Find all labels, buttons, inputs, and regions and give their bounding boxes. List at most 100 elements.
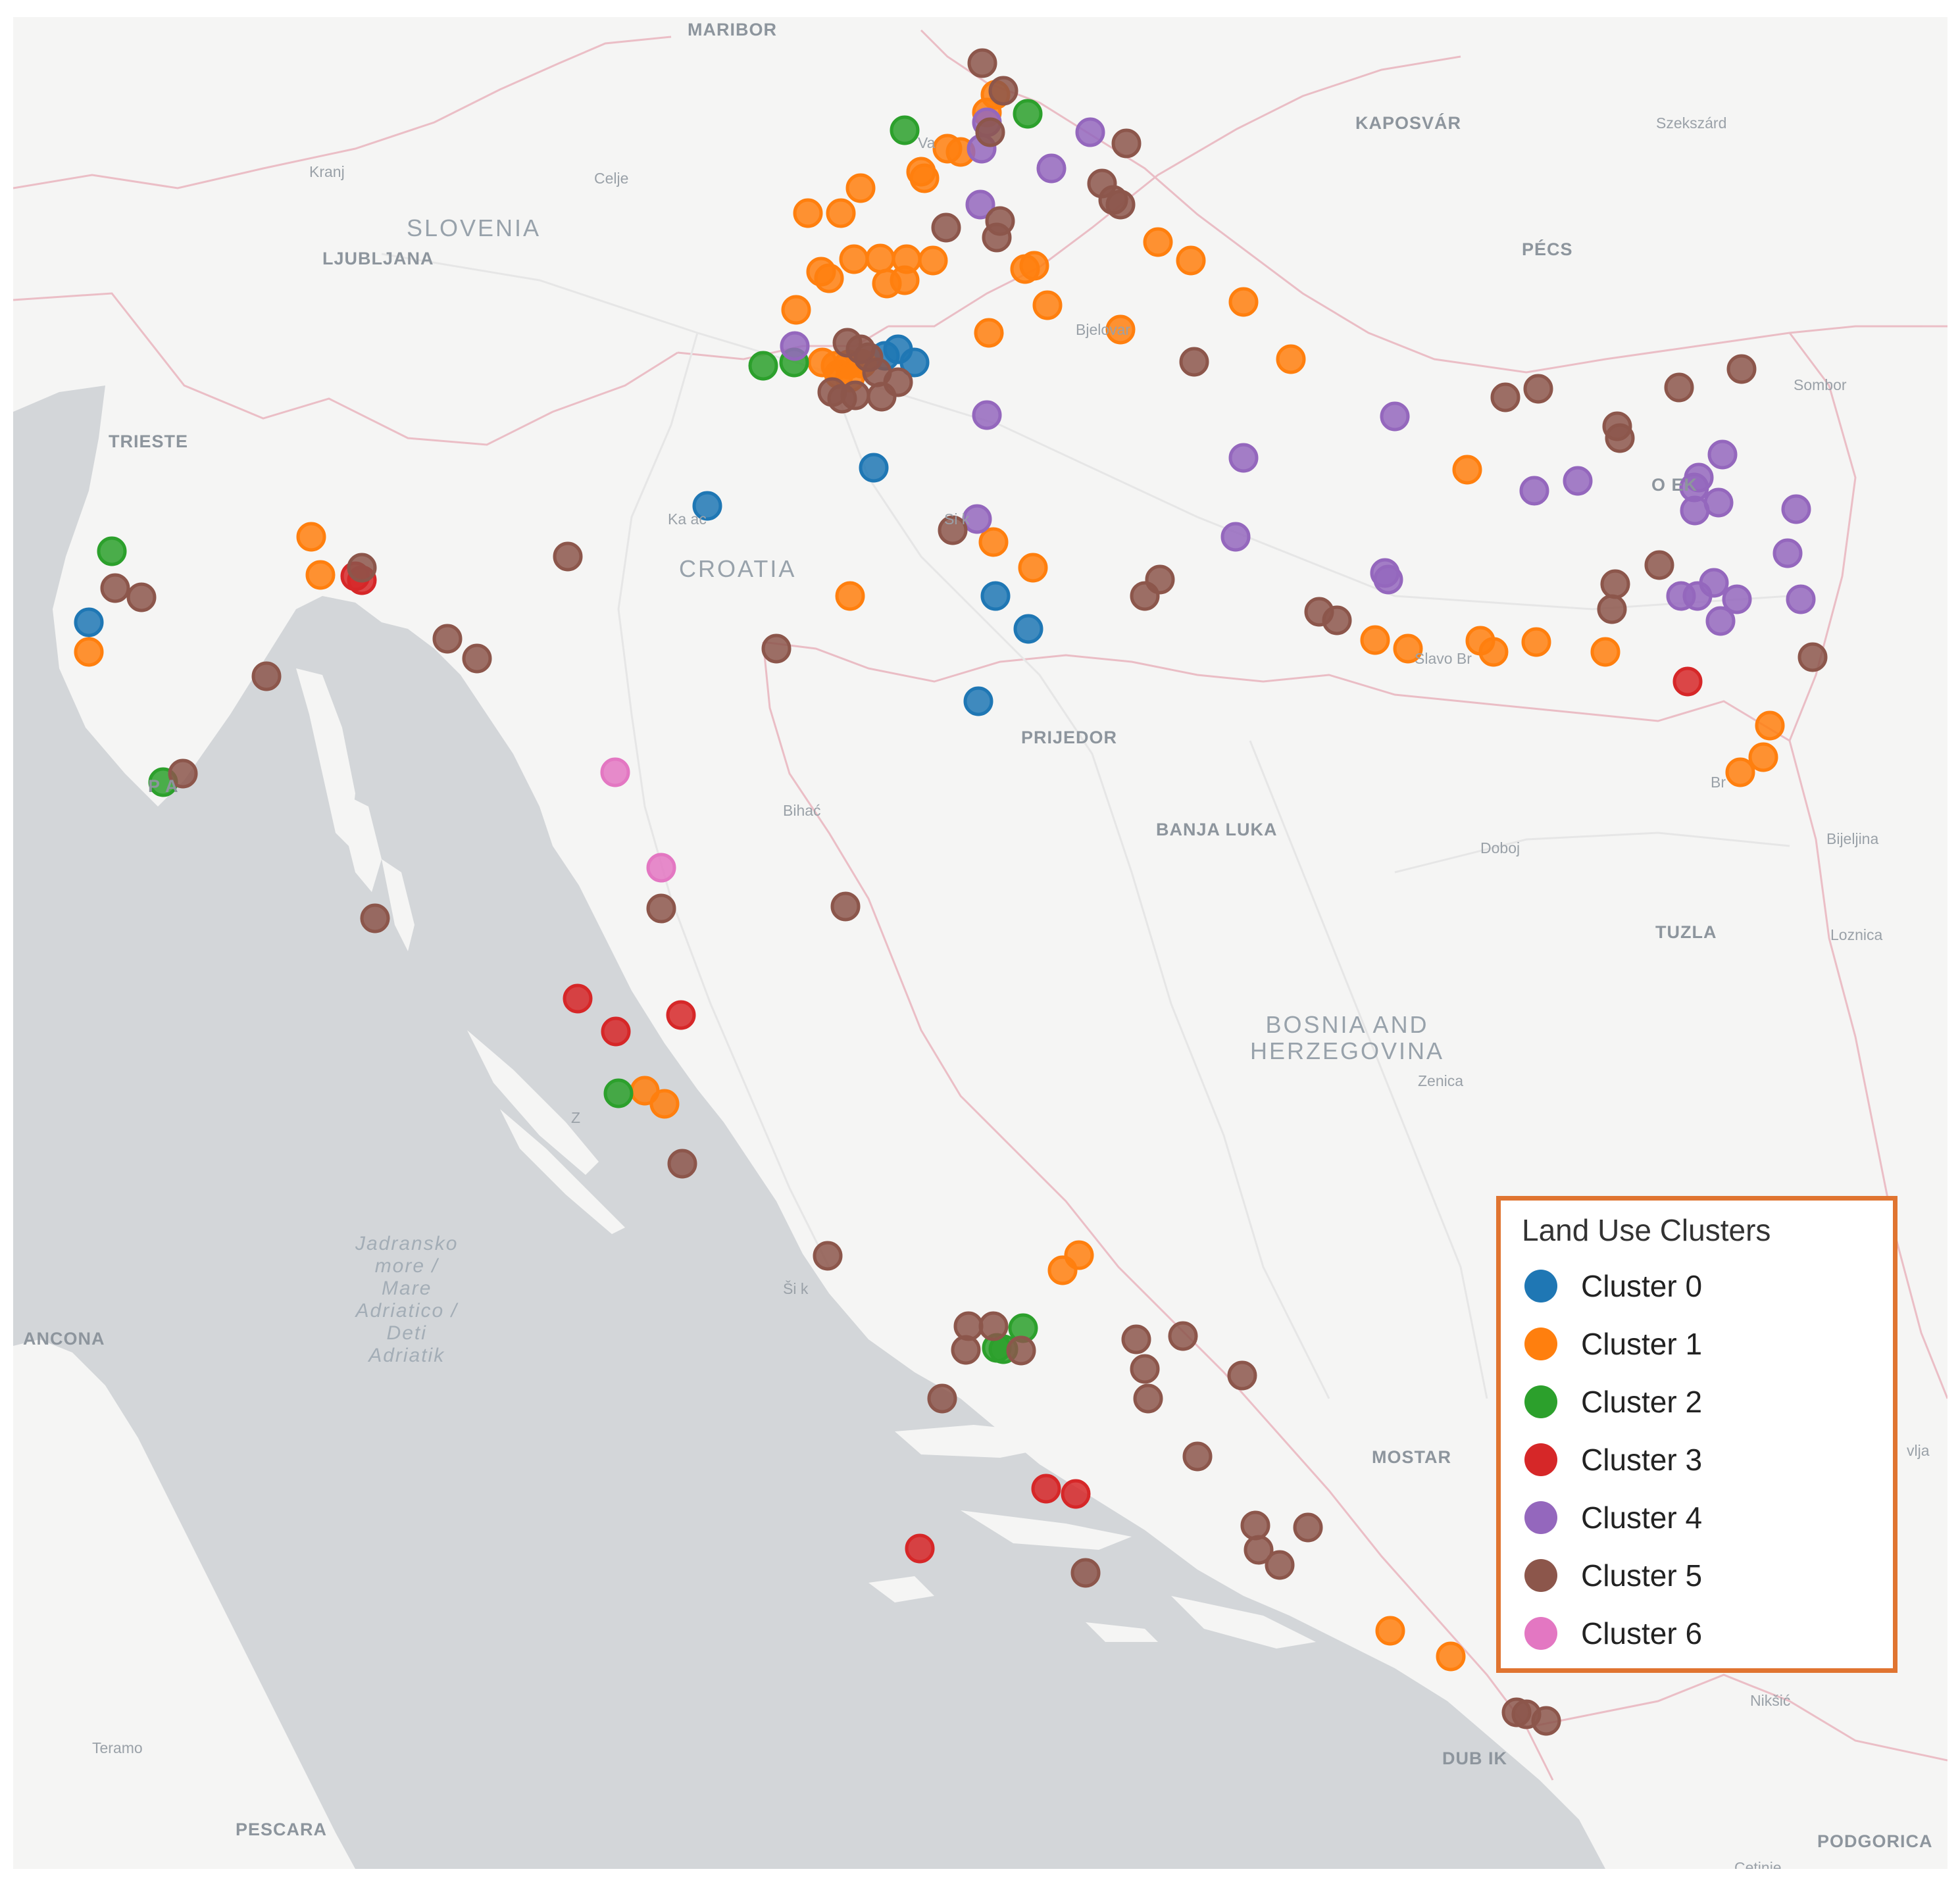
cluster-5-point[interactable]: [1130, 581, 1160, 611]
cluster-5-point[interactable]: [761, 633, 792, 664]
cluster-5-point[interactable]: [100, 573, 130, 603]
cluster-1-point[interactable]: [296, 522, 326, 552]
cluster-0-point[interactable]: [980, 581, 1011, 611]
cluster-5-point[interactable]: [978, 1311, 1009, 1341]
cluster-5-point[interactable]: [813, 1241, 843, 1271]
cluster-5-point[interactable]: [1531, 1706, 1561, 1736]
cluster-5-point[interactable]: [1179, 347, 1209, 377]
cluster-4-point[interactable]: [972, 400, 1002, 430]
cluster-5-point[interactable]: [1797, 642, 1828, 672]
cluster-4-point[interactable]: [1781, 494, 1811, 524]
cluster-4-point[interactable]: [1228, 443, 1259, 473]
cluster-1-point[interactable]: [1748, 742, 1778, 772]
cluster-1-point[interactable]: [1032, 290, 1063, 320]
cluster-1-point[interactable]: [1176, 245, 1206, 276]
cluster-5-point[interactable]: [646, 893, 676, 924]
cluster-5-point[interactable]: [967, 48, 997, 78]
cluster-1-point[interactable]: [974, 318, 1004, 348]
cluster-5-point[interactable]: [1070, 1558, 1101, 1588]
cluster-5-point[interactable]: [432, 624, 463, 654]
cluster-4-point[interactable]: [1707, 439, 1738, 470]
cluster-5-point[interactable]: [927, 1383, 957, 1414]
cluster-5-point[interactable]: [360, 903, 390, 933]
cluster-5-point[interactable]: [1006, 1335, 1036, 1366]
cluster-1-point[interactable]: [978, 527, 1009, 557]
cluster-1-point[interactable]: [1393, 633, 1423, 664]
cluster-0-point[interactable]: [859, 453, 889, 483]
cluster-5-point[interactable]: [931, 212, 961, 243]
cluster-5-point[interactable]: [462, 643, 492, 674]
cluster-5-point[interactable]: [1664, 372, 1694, 403]
cluster-5-point[interactable]: [840, 380, 870, 410]
cluster-4-point[interactable]: [1380, 401, 1410, 432]
cluster-5-point[interactable]: [1133, 1383, 1163, 1414]
cluster-4-point[interactable]: [1786, 584, 1816, 614]
cluster-3-point[interactable]: [666, 1000, 696, 1030]
cluster-5-point[interactable]: [347, 553, 377, 583]
cluster-4-point[interactable]: [1036, 153, 1067, 184]
cluster-5-point[interactable]: [1293, 1512, 1323, 1543]
cluster-4-point[interactable]: [1680, 495, 1710, 526]
cluster-3-point[interactable]: [1031, 1474, 1061, 1504]
cluster-5-point[interactable]: [1322, 605, 1352, 635]
cluster-2-point[interactable]: [1013, 99, 1043, 129]
cluster-5-point[interactable]: [1644, 550, 1674, 580]
cluster-1-point[interactable]: [890, 265, 920, 295]
cluster-5-point[interactable]: [1240, 1510, 1270, 1541]
cluster-3-point[interactable]: [563, 983, 593, 1014]
cluster-1-point[interactable]: [1436, 1641, 1466, 1672]
cluster-3-point[interactable]: [1672, 666, 1703, 697]
cluster-5-point[interactable]: [1600, 569, 1630, 599]
cluster-3-point[interactable]: [905, 1533, 935, 1564]
legend-item-cluster-4[interactable]: Cluster 4: [1518, 1489, 1876, 1547]
cluster-5-point[interactable]: [1182, 1441, 1213, 1472]
cluster-0-point[interactable]: [1013, 614, 1043, 644]
cluster-2-point[interactable]: [603, 1078, 634, 1108]
cluster-5-point[interactable]: [830, 891, 861, 922]
cluster-5-point[interactable]: [1121, 1324, 1151, 1354]
cluster-3-point[interactable]: [601, 1016, 631, 1047]
cluster-5-point[interactable]: [1130, 1354, 1160, 1384]
legend-item-cluster-3[interactable]: Cluster 3: [1518, 1431, 1876, 1489]
cluster-1-point[interactable]: [781, 295, 811, 325]
cluster-5-point[interactable]: [982, 222, 1012, 253]
cluster-5-point[interactable]: [938, 515, 968, 545]
cluster-1-point[interactable]: [1143, 227, 1173, 257]
legend-item-cluster-2[interactable]: Cluster 2: [1518, 1373, 1876, 1431]
cluster-2-point[interactable]: [748, 351, 778, 381]
cluster-5-point[interactable]: [1265, 1550, 1295, 1580]
cluster-0-point[interactable]: [692, 491, 722, 521]
cluster-5-point[interactable]: [1111, 128, 1142, 159]
cluster-1-point[interactable]: [835, 581, 865, 611]
cluster-5-point[interactable]: [168, 758, 198, 789]
cluster-1-point[interactable]: [918, 245, 948, 276]
cluster-5-point[interactable]: [1490, 382, 1520, 412]
cluster-4-point[interactable]: [1563, 466, 1593, 496]
cluster-1-point[interactable]: [1018, 553, 1048, 583]
cluster-4-point[interactable]: [1075, 117, 1105, 147]
cluster-2-point[interactable]: [890, 115, 920, 145]
cluster-5-point[interactable]: [1726, 354, 1757, 384]
cluster-5-point[interactable]: [1523, 374, 1553, 404]
cluster-2-point[interactable]: [97, 536, 127, 566]
cluster-1-point[interactable]: [865, 243, 895, 274]
cluster-1-point[interactable]: [814, 263, 844, 293]
cluster-1-point[interactable]: [1375, 1616, 1405, 1646]
cluster-1-point[interactable]: [826, 198, 856, 228]
cluster-1-point[interactable]: [1047, 1255, 1078, 1285]
cluster-5-point[interactable]: [988, 76, 1018, 106]
cluster-1-point[interactable]: [1360, 625, 1390, 655]
cluster-1-point[interactable]: [649, 1089, 680, 1119]
cluster-4-point[interactable]: [1699, 568, 1729, 598]
cluster-0-point[interactable]: [963, 686, 993, 716]
cluster-5-point[interactable]: [1605, 423, 1635, 453]
cluster-5-point[interactable]: [1105, 189, 1136, 220]
cluster-5-point[interactable]: [951, 1335, 981, 1365]
cluster-1-point[interactable]: [305, 560, 336, 590]
cluster-5-point[interactable]: [1227, 1360, 1257, 1391]
cluster-1-point[interactable]: [1019, 251, 1049, 281]
cluster-1-point[interactable]: [1228, 287, 1259, 317]
cluster-0-point[interactable]: [74, 607, 104, 637]
cluster-0-point[interactable]: [899, 347, 930, 378]
cluster-1-point[interactable]: [1276, 344, 1306, 374]
